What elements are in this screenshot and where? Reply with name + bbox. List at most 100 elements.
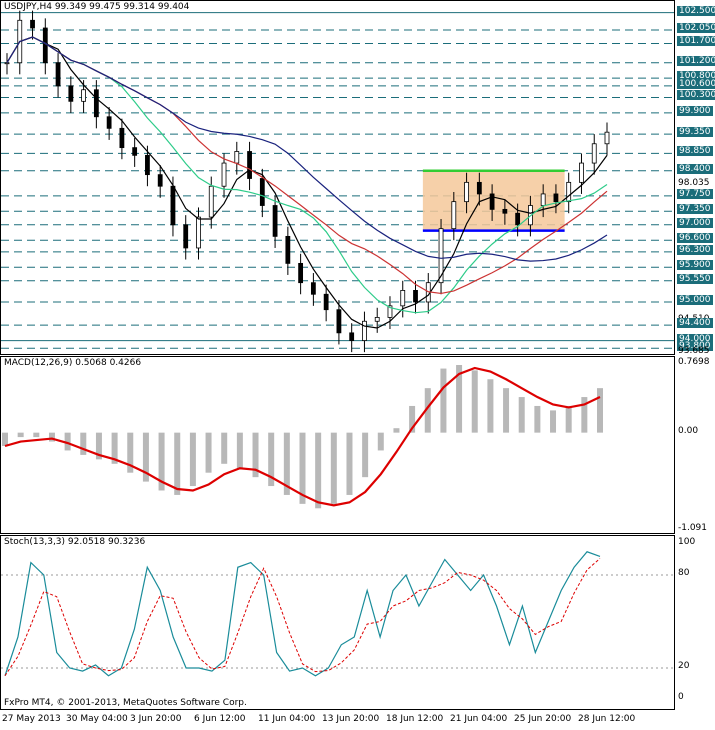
price-axis-label: 98.400	[677, 163, 713, 174]
candle-body	[196, 216, 201, 249]
time-axis-label: 11 Jun 04:00	[258, 714, 316, 724]
time-axis-label: 27 May 2013	[2, 714, 61, 724]
stoch-main-line	[4, 551, 601, 677]
copyright-label: FxPro MT4, © 2001-2013, MetaQuotes Softw…	[4, 698, 247, 708]
macd-histogram-bar	[236, 432, 243, 469]
macd-signal-line	[4, 366, 601, 507]
price-axis-label: 100.600	[677, 78, 715, 89]
candle-body	[438, 228, 444, 284]
candle-body	[387, 305, 393, 318]
macd-histogram-bar	[346, 432, 353, 495]
macd-histogram-bar	[283, 432, 290, 495]
time-axis-label: 28 Jun 12:00	[578, 714, 636, 724]
macd-histogram-bar	[565, 405, 572, 433]
time-axis-label: 21 Jun 04:00	[450, 714, 508, 724]
candle-body	[502, 208, 508, 214]
stoch-pane[interactable]: Stoch(13,3,3) 92.0518 90.3236	[0, 535, 675, 710]
candle-body	[4, 62, 10, 65]
price-axis-label: 97.750	[677, 188, 713, 199]
stoch-axis-label: 20	[678, 661, 690, 671]
candle-body	[476, 181, 482, 195]
candle-body	[272, 205, 278, 237]
price-axis-label: 96.600	[677, 233, 713, 244]
candle-body	[349, 332, 355, 341]
macd-histogram-bar	[456, 365, 463, 433]
macd-histogram-bar	[205, 432, 212, 473]
macd-histogram-bar	[127, 432, 134, 473]
price-axis-label: 98.035	[678, 177, 710, 188]
price-axis-label: 99.350	[677, 127, 713, 138]
macd-pane[interactable]: MACD(12,26,9) 0.5068 0.4266	[0, 356, 675, 534]
price-axis-label: 94.400	[677, 318, 713, 329]
candle-body	[170, 185, 176, 226]
time-axis-label: 6 Jun 12:00	[194, 714, 246, 724]
candle-body	[553, 193, 559, 203]
price-axis-label: 101.700	[677, 36, 715, 47]
candle-body	[464, 181, 469, 203]
price-axis-label: 96.300	[677, 244, 713, 255]
macd-axis-label: -1.091	[678, 522, 708, 533]
price-axis-label: 101.200	[677, 55, 715, 66]
time-axis-label: 3 Jun 20:00	[130, 714, 182, 724]
macd-chart-svg	[2, 365, 603, 509]
macd-histogram-bar	[252, 432, 259, 478]
candle-body	[208, 185, 214, 218]
macd-histogram-bar	[487, 379, 494, 433]
candle-body	[591, 143, 597, 164]
macd-histogram-bar	[393, 428, 400, 433]
candle-body	[515, 212, 521, 226]
candle-body	[106, 116, 112, 129]
candle-body	[145, 154, 150, 176]
candle-body	[42, 27, 48, 64]
candle-body	[221, 162, 227, 187]
candle-body	[298, 262, 304, 284]
candle-body	[566, 181, 572, 203]
macd-histogram-bar	[503, 388, 510, 433]
stoch-axis-label: 80	[678, 568, 690, 578]
price-axis-label: 102.050	[677, 22, 715, 33]
candle-body	[234, 151, 240, 164]
price-axis-label: 98.850	[677, 146, 713, 157]
macd-axis-label: 0.00	[678, 425, 699, 436]
candle-body	[323, 293, 329, 311]
candle-body	[413, 290, 418, 303]
price-axis-label: 100.800	[677, 71, 715, 82]
price-axis-label: 100.300	[677, 90, 715, 101]
macd-histogram-bar	[33, 432, 40, 438]
macd-histogram-bar	[518, 397, 525, 433]
macd-histogram-bar	[48, 432, 55, 442]
price-chart-svg	[1, 10, 674, 353]
macd-histogram-bar	[174, 432, 181, 495]
candle-body	[247, 151, 252, 179]
price-axis-label: 93.685	[678, 345, 710, 356]
time-axis-label: 18 Jun 12:00	[386, 714, 444, 724]
price-axis-label: 95.900	[677, 260, 713, 271]
candle-body	[489, 193, 495, 210]
candle-body	[81, 89, 86, 102]
macd-axis-label: 0.7698	[678, 357, 710, 368]
macd-histogram-bar	[597, 388, 603, 433]
macd-histogram-bar	[440, 368, 447, 433]
macd-histogram-bar	[409, 405, 416, 433]
candle-body	[310, 282, 316, 295]
price-axis-label: 95.550	[677, 273, 713, 284]
price-axis-label: 97.350	[677, 204, 713, 215]
candle-body	[451, 201, 457, 230]
candle-body	[400, 290, 406, 307]
candle-body	[259, 178, 265, 206]
candle-body	[374, 317, 380, 322]
macd-pane-title: MACD(12,26,9) 0.5068 0.4266	[4, 358, 142, 368]
stoch-axis-label: 100	[678, 537, 696, 547]
stoch-pane-title: Stoch(13,3,3) 92.0518 90.3236	[4, 537, 146, 547]
candle-body	[362, 320, 367, 341]
macd-histogram-bar	[64, 432, 71, 451]
candle-body	[183, 224, 189, 249]
candle-body	[336, 309, 342, 334]
candle-body	[68, 85, 74, 102]
price-pane[interactable]: USDJPY,H4 99.349 99.475 99.314 99.404	[0, 0, 675, 355]
stoch-axis-label: 0	[678, 692, 684, 702]
time-axis-label: 30 May 04:00	[66, 714, 128, 724]
time-axis-label: 25 Jun 20:00	[514, 714, 572, 724]
price-axis-label: 99.900	[677, 105, 713, 116]
macd-histogram-bar	[424, 388, 431, 433]
